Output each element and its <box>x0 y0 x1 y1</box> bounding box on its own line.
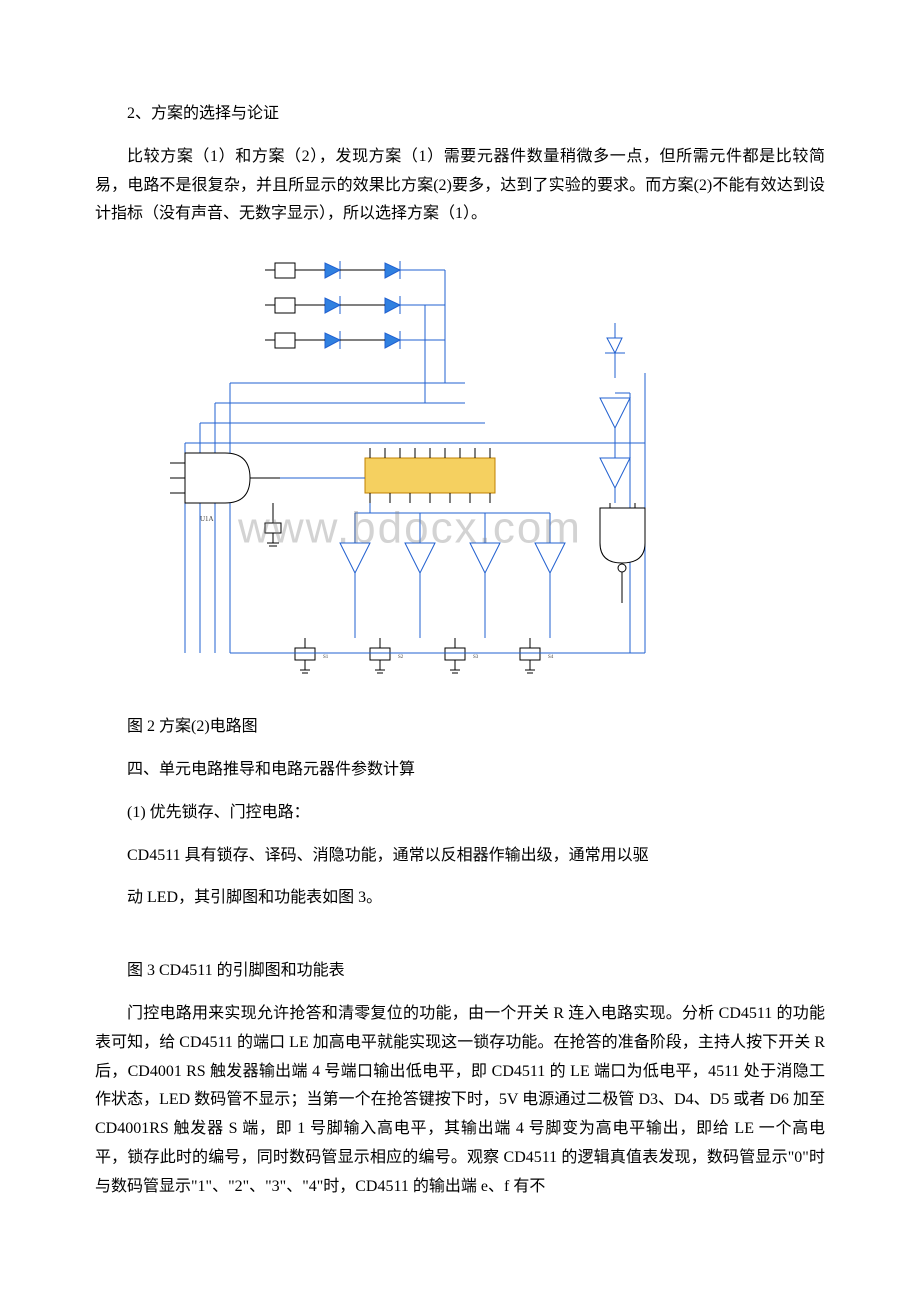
svg-text:S4: S4 <box>548 655 554 660</box>
paragraph-gate-circuit: 门控电路用来实现允许抢答和清零复位的功能，由一个开关 R 连入电路实现。分析 C… <box>95 1000 825 1202</box>
figure-3-caption: 图 3 CD4511 的引脚图和功能表 <box>95 957 825 986</box>
heading-section-2: 2、方案的选择与论证 <box>95 100 825 129</box>
circuit-diagram-figure-2: U1A <box>145 243 675 703</box>
circuit-schematic-svg: U1A <box>145 243 675 703</box>
section-4-heading: 四、单元电路推导和电路元器件参数计算 <box>95 756 825 785</box>
cd4511-description-line-2: 动 LED，其引脚图和功能表如图 3。 <box>95 884 825 913</box>
svg-text:S3: S3 <box>473 655 479 660</box>
gate-label-u1a: U1A <box>200 515 214 523</box>
figure-2-caption: 图 2 方案(2)电路图 <box>95 713 825 742</box>
chip-cd4511 <box>365 458 495 493</box>
item-1-label: (1) 优先锁存、门控电路： <box>95 799 825 828</box>
spacer <box>95 927 825 957</box>
cd4511-description-line-1: CD4511 具有锁存、译码、消隐功能，通常以反相器作输出级，通常用以驱 <box>95 842 825 871</box>
paragraph-comparison: 比较方案（1）和方案（2），发现方案（1）需要元器件数量稍微多一点，但所需元件都… <box>95 143 825 229</box>
svg-text:S1: S1 <box>323 655 329 660</box>
svg-text:S2: S2 <box>398 655 404 660</box>
